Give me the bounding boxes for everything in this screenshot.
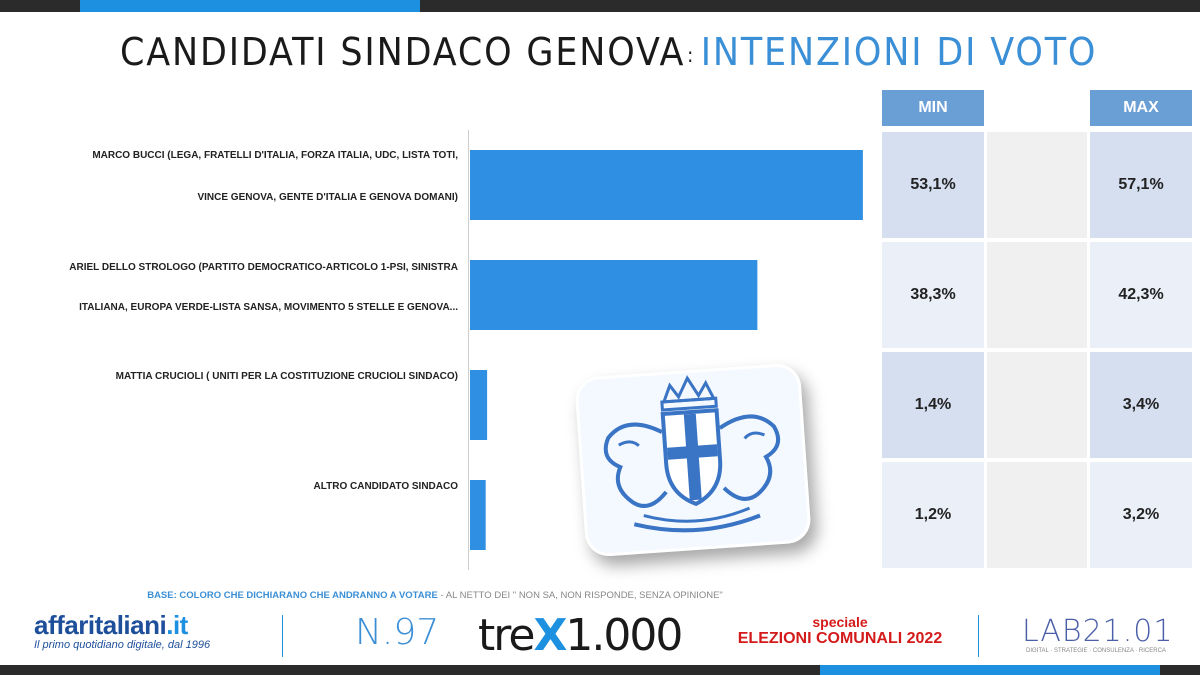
footer-divider-2 <box>978 615 979 657</box>
top-bar <box>0 0 1200 12</box>
category-label-1b: VINCE GENOVA, GENTE D'ITALIA E GENOVA DO… <box>197 192 458 203</box>
category-label-1a: MARCO BUCCI (LEGA, FRATELLI D'ITALIA, FO… <box>92 150 458 161</box>
spacer-cell-3 <box>987 352 1087 458</box>
page-title: CANDIDATI SINDACO GENOVA: INTENZIONI DI V… <box>120 30 1095 74</box>
chart-axis <box>468 130 469 570</box>
lab2101-logo: LAB21.01 <box>1022 614 1174 649</box>
category-label-2a: ARIEL DELLO STROLOGO (PARTITO DEMOCRATIC… <box>69 262 458 273</box>
aff-tagline: Il primo quotidiano digitale, dal 1996 <box>34 639 211 651</box>
min-cell-3: 1,4% <box>882 352 984 458</box>
max-cell-3: 3,4% <box>1090 352 1192 458</box>
bar-4 <box>470 480 486 550</box>
bar-3 <box>470 370 488 440</box>
bottom-bar-accent <box>820 665 1160 675</box>
footer-divider-1 <box>282 615 283 657</box>
min-cell-1: 53,1% <box>882 132 984 238</box>
trex-x: X <box>533 610 567 661</box>
aff-tld: .it <box>166 610 188 640</box>
base-note-grey: - AL NETTO DEI " NON SA, NON RISPONDE, S… <box>437 590 723 601</box>
min-cell-4: 1,2% <box>882 462 984 568</box>
max-cell-4: 3,2% <box>1090 462 1192 568</box>
special-elections-badge: speciale ELEZIONI COMUNALI 2022 <box>735 614 945 648</box>
base-note: BASE: COLORO CHE DICHIARANO CHE ANDRANNO… <box>0 590 870 601</box>
title-colon: : <box>687 42 696 67</box>
affaritaliani-logo: affaritaliani.it Il primo quotidiano dig… <box>34 610 210 651</box>
max-cell-1: 57,1% <box>1090 132 1192 238</box>
elezioni-label: ELEZIONI COMUNALI 2022 <box>737 630 943 647</box>
base-note-main: BASE: COLORO CHE DICHIARANO CHE ANDRANNO… <box>147 590 438 601</box>
category-label-4: ALTRO CANDIDATO SINDACO <box>313 481 458 492</box>
aff-name: affaritaliani <box>34 610 167 640</box>
lab2101-tagline: DIGITAL · STRATEGIE · CONSULENZA · RICER… <box>1026 648 1166 654</box>
coat-of-arms-icon <box>603 375 781 533</box>
bar-2 <box>470 260 758 330</box>
max-header: MAX <box>1090 90 1192 126</box>
bar-1 <box>470 150 863 220</box>
spacer-cell-2 <box>987 242 1087 348</box>
category-label-3: MATTIA CRUCIOLI ( UNITI PER LA COSTITUZI… <box>115 371 458 382</box>
trex-part-b: 1.000 <box>565 610 683 661</box>
top-bar-accent <box>80 0 420 12</box>
min-cell-2: 38,3% <box>882 242 984 348</box>
spacer-cell-1 <box>987 132 1087 238</box>
min-header: MIN <box>882 90 984 126</box>
genova-coat-of-arms <box>573 362 813 558</box>
issue-number: N.97 <box>355 612 440 653</box>
bottom-bar <box>0 665 1200 675</box>
speciale-label: speciale <box>812 614 868 630</box>
category-label-2b: ITALIANA, EUROPA VERDE-LISTA SANSA, MOVI… <box>79 302 458 313</box>
spacer-cell-4 <box>987 462 1087 568</box>
max-cell-2: 42,3% <box>1090 242 1192 348</box>
trex-part-a: tre <box>478 610 535 661</box>
title-part2: INTENZIONI DI VOTO <box>700 30 1098 74</box>
trex-logo: treX1.000 <box>478 610 683 661</box>
title-part1: CANDIDATI SINDACO GENOVA <box>120 30 686 74</box>
